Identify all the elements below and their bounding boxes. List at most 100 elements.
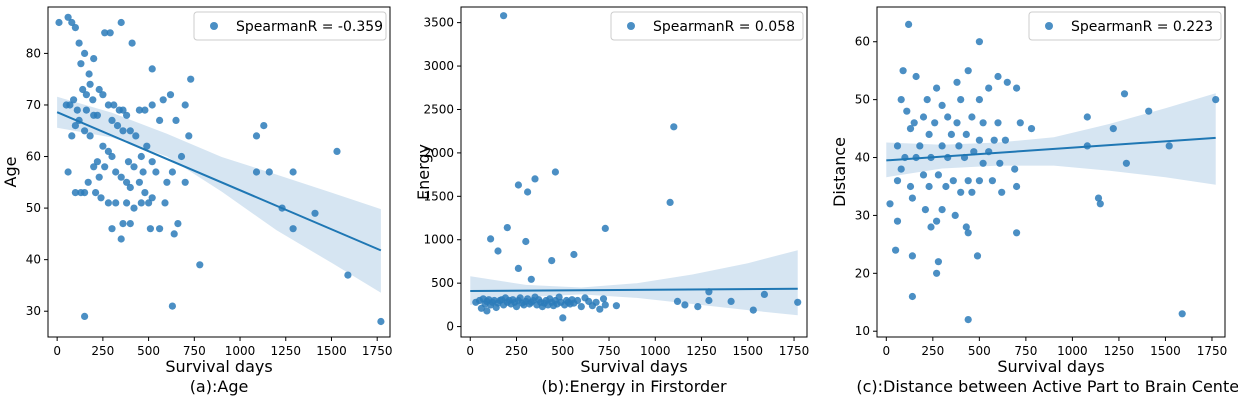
data-point [311, 209, 319, 217]
x-tick-label: 1000 [1057, 344, 1088, 358]
data-point [130, 204, 138, 212]
x-tick-label: 500 [968, 344, 991, 358]
y-tick-label: 10 [855, 324, 870, 338]
y-axis-label: Age [1, 157, 20, 188]
data-point [128, 39, 136, 47]
y-axis-label: Distance [830, 137, 849, 207]
data-point [139, 168, 147, 176]
data-point [79, 85, 87, 94]
panel-caption: (a):Age [190, 377, 249, 396]
data-point [694, 303, 702, 311]
y-tick-label: 50 [26, 201, 41, 215]
data-point [947, 130, 956, 138]
regression-line [56, 111, 382, 252]
data-point [187, 75, 195, 83]
data-point [968, 113, 976, 121]
y-tick-label: 30 [26, 304, 41, 318]
data-point [159, 96, 167, 104]
data-point [1165, 142, 1173, 150]
axes-frame [47, 6, 391, 338]
data-point [177, 152, 186, 161]
data-point [964, 177, 972, 185]
y-tick-label: 500 [431, 276, 454, 290]
data-point [141, 189, 149, 197]
data-point [964, 67, 972, 75]
data-point [99, 142, 107, 150]
data-point [148, 158, 156, 166]
data-point [998, 188, 1006, 196]
data-point [934, 258, 943, 266]
data-point [130, 163, 138, 171]
data-point [86, 132, 94, 140]
data-point [673, 297, 682, 305]
data-point [955, 142, 963, 150]
axes-frame [460, 6, 808, 338]
data-point [1013, 182, 1021, 191]
data-point [163, 178, 171, 186]
data-point [527, 275, 535, 283]
panel-caption: (c):Distance between Active Part to Brai… [856, 377, 1238, 396]
data-point [93, 158, 101, 166]
confidence-band [886, 93, 1216, 185]
x-axis-label: Survival days [997, 357, 1104, 376]
data-point [727, 297, 735, 305]
data-point [938, 101, 946, 109]
x-tick-label: 1500 [1150, 344, 1181, 358]
regression-line [470, 287, 798, 292]
x-tick-label: 1750 [1197, 344, 1228, 358]
data-point [905, 20, 913, 28]
data-point [168, 168, 176, 176]
data-point [181, 101, 189, 109]
data-point [148, 194, 156, 202]
x-tick-label: 1500 [316, 344, 347, 358]
data-point [964, 229, 972, 237]
data-point [893, 142, 902, 150]
data-point [161, 199, 169, 207]
data-point [938, 206, 946, 214]
data-point [599, 295, 608, 303]
x-tick-label: 1250 [270, 344, 301, 358]
data-point [156, 116, 164, 124]
x-tick-label: 1750 [362, 344, 393, 358]
x-tick-label: 1250 [686, 344, 717, 358]
data-point [106, 29, 114, 37]
x-tick-label: 500 [551, 344, 574, 358]
data-point [1109, 125, 1117, 133]
data-point [170, 230, 178, 238]
data-point [168, 302, 176, 310]
data-point [101, 29, 109, 37]
data-point [522, 237, 530, 246]
data-point [141, 106, 149, 114]
data-point [487, 235, 495, 243]
data-point [1122, 159, 1130, 167]
data-point [749, 306, 757, 314]
data-point [81, 127, 89, 135]
data-point [524, 188, 532, 196]
y-tick-label: 3000 [423, 59, 454, 73]
x-tick-label: 250 [505, 344, 528, 358]
data-point [601, 224, 609, 232]
data-point [82, 91, 90, 99]
data-point [181, 178, 189, 186]
x-tick-label: 0 [882, 344, 890, 358]
data-point [252, 168, 261, 176]
data-point [953, 78, 961, 86]
data-point [953, 119, 961, 127]
data-point [494, 247, 502, 255]
data-point [93, 111, 101, 119]
data-point [66, 101, 74, 109]
x-axis-label: Survival days [165, 357, 272, 376]
data-point [104, 101, 112, 109]
data-point [949, 177, 957, 185]
y-tick-label: 60 [855, 35, 870, 49]
legend-label: SpearmanR = 0.058 [653, 19, 795, 35]
data-point [973, 252, 982, 260]
data-point [596, 305, 604, 313]
x-tick-label: 750 [183, 344, 206, 358]
y-axis-label: Energy [414, 144, 433, 200]
data-point [172, 116, 180, 124]
data-point [196, 261, 204, 269]
data-point [71, 189, 79, 197]
data-point [99, 91, 107, 99]
data-point [112, 168, 120, 176]
